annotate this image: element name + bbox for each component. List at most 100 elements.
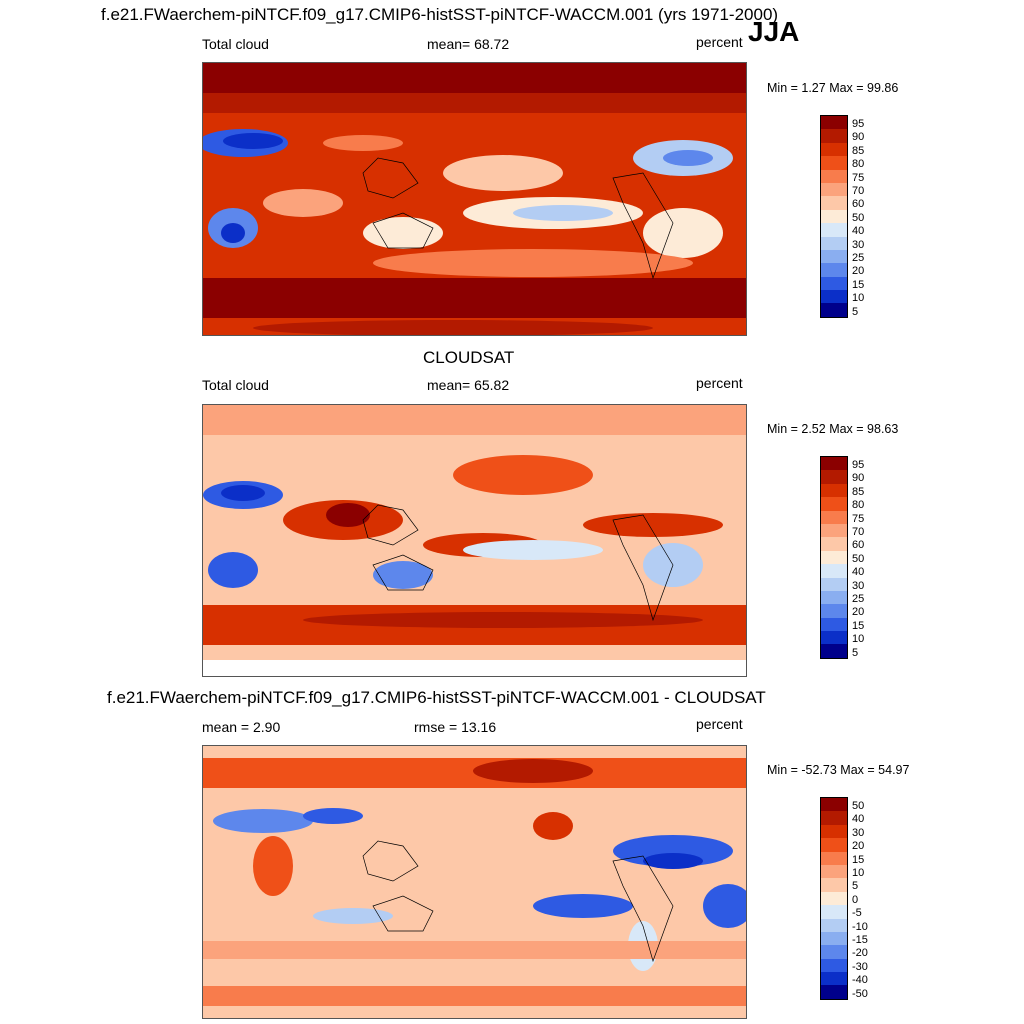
colorbar-level-label: -50 bbox=[852, 987, 868, 1000]
colorbar-level-label: 70 bbox=[852, 185, 865, 197]
colorbar-box bbox=[821, 604, 847, 618]
panel1-map bbox=[202, 62, 747, 336]
colorbar-level-label: -20 bbox=[852, 947, 868, 960]
colorbar-level-label: -10 bbox=[852, 920, 868, 933]
colorbar-box bbox=[821, 878, 847, 892]
colorbar-level-label: -5 bbox=[852, 907, 862, 920]
panel1-mean-label: mean= 68.72 bbox=[427, 36, 510, 52]
colorbar-box bbox=[821, 564, 847, 578]
panel1-map-svg bbox=[203, 63, 746, 335]
colorbar-box bbox=[821, 838, 847, 852]
colorbar-box bbox=[821, 617, 847, 632]
colorbar-box bbox=[821, 985, 847, 999]
colorbar-level-label: 10 bbox=[852, 867, 865, 879]
colorbar-level-label: 85 bbox=[852, 144, 865, 157]
colorbar-level-label: 20 bbox=[852, 840, 865, 853]
colorbar-level-label: 60 bbox=[852, 539, 865, 552]
colorbar-box bbox=[821, 851, 847, 865]
colorbar-box bbox=[821, 918, 847, 932]
colorbar-level-label: 25 bbox=[852, 593, 865, 605]
colorbar-level-label: 15 bbox=[852, 278, 865, 291]
colorbar-level-label: 5 bbox=[852, 305, 859, 318]
colorbar-box bbox=[821, 577, 847, 591]
colorbar-level-label: 90 bbox=[852, 131, 865, 144]
colorbar-box bbox=[821, 249, 847, 264]
colorbar-level-label: 50 bbox=[852, 552, 865, 565]
colorbar-box bbox=[821, 824, 847, 839]
colorbar-level-label: 95 bbox=[852, 459, 865, 471]
colorbar-box bbox=[821, 972, 847, 986]
colorbar-level-label: 75 bbox=[852, 512, 865, 525]
colorbar-box bbox=[821, 931, 847, 946]
colorbar-level-label: 10 bbox=[852, 633, 865, 646]
colorbar-box bbox=[821, 550, 847, 565]
colorbar-box bbox=[821, 290, 847, 304]
panel2-colorbar bbox=[820, 456, 848, 659]
panel2-units-label: percent bbox=[696, 375, 743, 391]
colorbar-box bbox=[821, 129, 847, 143]
colorbar-level-label: 40 bbox=[852, 813, 865, 826]
colorbar-box bbox=[821, 182, 847, 197]
colorbar-level-label: 25 bbox=[852, 252, 865, 264]
colorbar-box bbox=[821, 798, 847, 812]
colorbar-box bbox=[821, 945, 847, 959]
colorbar-level-label: 20 bbox=[852, 265, 865, 278]
colorbar-box bbox=[821, 590, 847, 605]
colorbar-box bbox=[821, 905, 847, 919]
main-title: f.e21.FWaerchem-piNTCF.f09_g17.CMIP6-his… bbox=[101, 5, 779, 24]
colorbar-level-label: 40 bbox=[852, 225, 865, 238]
colorbar-box bbox=[821, 196, 847, 210]
panel1-colorbar bbox=[820, 115, 848, 318]
colorbar-box bbox=[821, 470, 847, 484]
colorbar-level-label: 30 bbox=[852, 238, 865, 251]
colorbar-level-label: -30 bbox=[852, 960, 868, 973]
colorbar-box bbox=[821, 483, 847, 498]
colorbar-level-label: 80 bbox=[852, 499, 865, 512]
colorbar-level-label: 80 bbox=[852, 158, 865, 171]
colorbar-box bbox=[821, 864, 847, 879]
colorbar-level-label: 90 bbox=[852, 472, 865, 485]
panel3-title: f.e21.FWaerchem-piNTCF.f09_g17.CMIP6-his… bbox=[107, 688, 766, 707]
colorbar-box bbox=[821, 116, 847, 130]
panel2-minmax: Min = 2.52 Max = 98.63 bbox=[767, 422, 899, 436]
colorbar-level-label: 5 bbox=[852, 646, 859, 659]
colorbar-box bbox=[821, 958, 847, 973]
colorbar-level-label: 40 bbox=[852, 566, 865, 579]
panel3-rmse-label: rmse = 13.16 bbox=[414, 719, 497, 735]
colorbar-level-label: 5 bbox=[852, 880, 859, 893]
colorbar-level-label: 30 bbox=[852, 579, 865, 592]
colorbar-level-label: 60 bbox=[852, 198, 865, 211]
colorbar-level-label: 30 bbox=[852, 826, 865, 839]
colorbar-box bbox=[821, 457, 847, 471]
colorbar-box bbox=[821, 276, 847, 291]
panel2-map bbox=[202, 404, 747, 677]
colorbar-level-label: -40 bbox=[852, 974, 868, 987]
colorbar-box bbox=[821, 263, 847, 277]
panel1-minmax: Min = 1.27 Max = 99.86 bbox=[767, 81, 899, 95]
panel2-mean-label: mean= 65.82 bbox=[427, 377, 510, 393]
colorbar-level-label: 75 bbox=[852, 171, 865, 184]
colorbar-box bbox=[821, 156, 847, 170]
panel2-left-label: Total cloud bbox=[202, 377, 269, 393]
colorbar-box bbox=[821, 169, 847, 183]
colorbar-box bbox=[821, 142, 847, 157]
panel1-units-label: percent bbox=[696, 34, 743, 50]
colorbar-box bbox=[821, 236, 847, 250]
colorbar-box bbox=[821, 510, 847, 524]
colorbar-level-label: 15 bbox=[852, 619, 865, 632]
colorbar-level-label: 85 bbox=[852, 485, 865, 498]
colorbar-box bbox=[821, 523, 847, 538]
panel3-mean-label: mean = 2.90 bbox=[202, 719, 281, 735]
colorbar-box bbox=[821, 644, 847, 658]
colorbar-level-label: 15 bbox=[852, 853, 865, 866]
colorbar-box bbox=[821, 209, 847, 224]
panel3-minmax: Min = -52.73 Max = 54.97 bbox=[767, 763, 910, 777]
colorbar-level-label: 50 bbox=[852, 211, 865, 224]
colorbar-level-label: 0 bbox=[852, 893, 859, 906]
colorbar-level-label: -15 bbox=[852, 934, 868, 946]
colorbar-box bbox=[821, 811, 847, 825]
panel3-map bbox=[202, 745, 747, 1019]
colorbar-box bbox=[821, 303, 847, 317]
colorbar-level-label: 10 bbox=[852, 292, 865, 305]
colorbar-level-label: 20 bbox=[852, 606, 865, 619]
